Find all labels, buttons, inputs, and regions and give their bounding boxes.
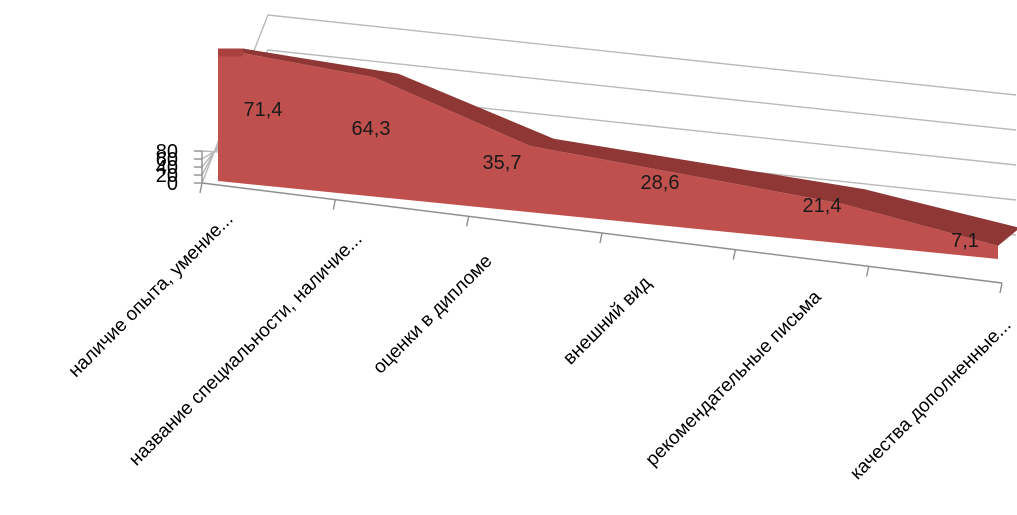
data-label: 7,1 [951,230,979,252]
x-tick-mark [865,266,870,277]
y-tick-label: 0 [167,173,178,195]
data-label: 71,4 [244,99,283,121]
x-tick-mark [199,182,203,194]
x-tick-mark [332,199,337,210]
x-tick-mark [999,282,1003,294]
data-label: 64,3 [352,118,391,140]
x-tick-label: внешний вид [559,273,655,369]
data-label: 28,6 [641,172,680,194]
series-front-face [218,48,998,259]
x-tick-label: оценки в дипломе [369,251,497,379]
y-tick-label: 40 [156,157,178,179]
x-tick-mark [465,216,470,227]
area-series [218,48,1017,259]
x-tick-mark [599,232,603,244]
x-tick-mark [732,249,737,260]
x-tick-label: наличие опыта, умение... [65,209,238,382]
x-tick-label: качества дополненные... [846,315,1015,484]
series-top-face [218,48,1017,246]
y-tick-label: 80 [156,141,178,163]
data-label: 35,7 [483,152,522,174]
x-tick-label: название специальности, наличие... [125,229,366,470]
y-tick-label: 60 [156,149,178,171]
data-label: 21,4 [803,195,842,217]
data-labels: 71,4 64,3 35,7 28,6 21,4 7,1 [244,99,979,252]
y-tick-label: 20 [156,165,178,187]
x-tick-label: рекомендательные письма [642,286,826,470]
series-end-cap [218,48,243,57]
